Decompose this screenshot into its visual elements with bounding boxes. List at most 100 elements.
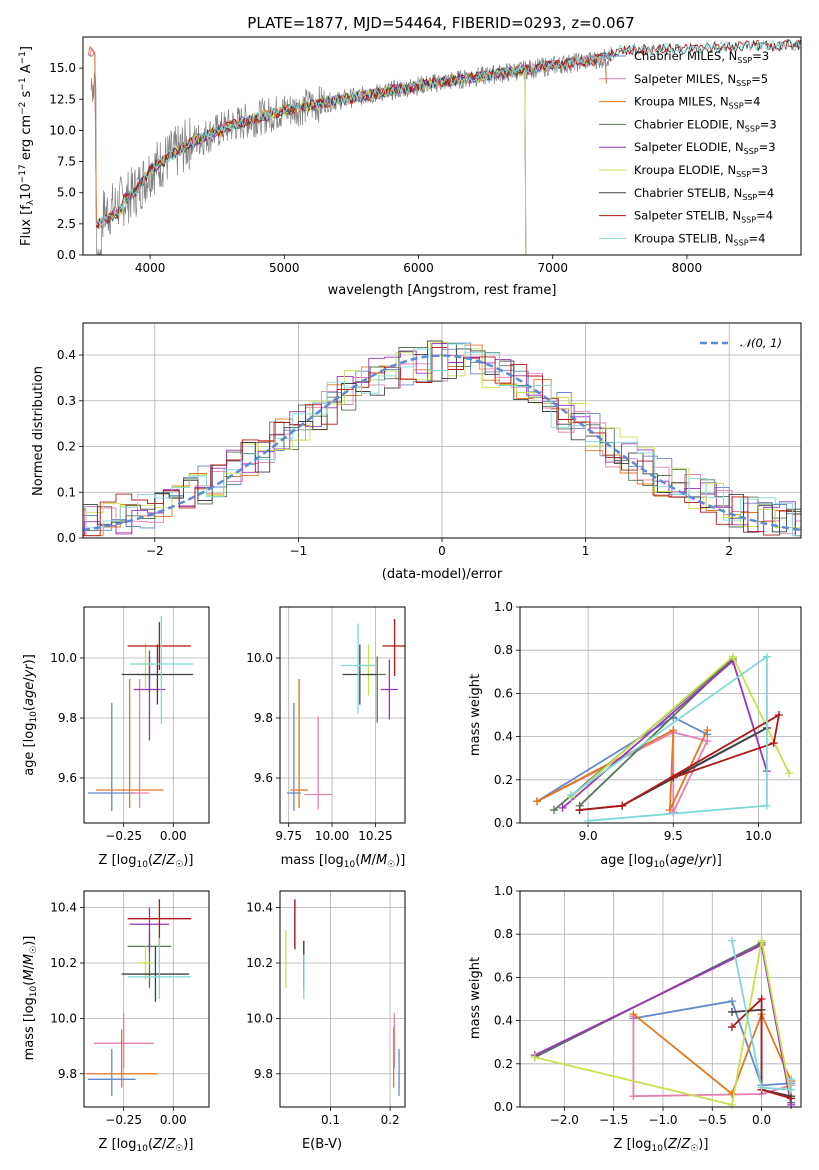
x-tick-label: 7000 [537,261,568,275]
weight-line-kroupa_elodie [534,940,792,1106]
weight-marker-kroupa_miles [665,806,674,815]
weight-marker-salpeter_stelib [774,711,783,719]
legend-label-kroupa_elodie: Kroupa ELODIE, NSSP=3 [634,163,768,179]
weight-marker-chabrier_elodie [550,806,559,815]
c-az-plot [87,616,194,811]
spectrum-legend: Chabrier MILES, NSSP=3 Salpeter MILES, NS… [599,49,777,247]
c-mz-frame [83,890,210,1108]
x-tick-label: 4000 [135,261,166,275]
legend-label-salpeter_miles: Salpeter MILES, NSSP=5 [634,72,768,88]
y-tick-label: 0.8 [494,643,513,657]
c-am-plot [286,619,405,811]
x-tick-label: 10.25 [358,829,392,843]
x-tick-label: 0 [438,544,446,558]
weight-marker-salpeter_stelib [727,1023,736,1032]
c-am-frame [279,606,406,824]
y-tick-label: 0.0 [494,1100,513,1114]
y-tick-label: 10.0 [246,651,273,665]
weight-marker-kroupa_stelib [762,801,771,810]
age-vs-mass-panel: 9.75 10.00 10.25 9.6 9.8 10.0 [246,606,406,843]
weight-line-salpeter_miles [632,1016,792,1098]
y-tick-label: 0.0 [57,531,76,545]
c-wa-frame [519,606,802,824]
weight-line-kroupa_stelib [731,940,792,1091]
x-tick-label: −1.5 [599,1113,628,1127]
y-tick-label: 9.8 [254,1067,273,1081]
mass-ebv-xlabel: E(B-V) [302,1137,342,1152]
observed-spectrum-line [90,46,614,255]
x-tick-label: 5000 [269,261,300,275]
legend-label-kroupa_stelib: Kroupa STELIB, NSSP=4 [634,231,765,247]
y-tick-label: 9.6 [254,771,273,785]
y-tick-label: 10.0 [246,1011,273,1025]
x-tick-label: 10.0 [745,829,772,843]
weight-marker-kroupa_stelib [567,790,576,799]
x-tick-label: −0.25 [105,829,142,843]
c-az-grid [84,607,209,823]
residuals-xlabel: (data-model)/error [382,567,503,582]
weight-marker-kroupa_elodie [785,769,794,778]
spectrum-ylabel: Flux [fλ10−17 erg cm−2 s−1 A−1] [18,46,36,246]
x-tick-label: 8000 [672,261,703,275]
y-tick-label: 10.2 [50,956,77,970]
weight-line-kroupa_stelib [570,654,768,822]
y-tick-label: 12.5 [49,92,76,106]
residuals-legend: 𝒩(0, 1) [700,336,782,350]
y-tick-label: 7.5 [57,155,76,169]
c-wz-ticks: −2.0 −1.5 −1.0 −0.5 0.0 0.0 0.2 0.4 0.6 0.8 1.0 [494,884,771,1127]
y-tick-label: 0.8 [494,927,513,941]
c-mz-plot [85,899,192,1096]
weight-marker-salpeter_stelib [618,801,627,810]
weight-marker-kroupa_stelib [787,1074,796,1083]
weight-marker-kroupa_stelib [584,816,593,825]
age-z-ylabel: age [log10(age/yr)] [22,654,39,776]
y-tick-label: 0.2 [57,440,76,454]
x-tick-label: −2 [146,544,164,558]
c-am-ticks: 9.75 10.00 10.25 9.6 9.8 10.0 [246,651,392,843]
weight-marker-salpeter_stelib [769,739,778,748]
x-tick-label: 2 [725,544,733,558]
spectrum-title: PLATE=1877, MJD=54464, FIBERID=0293, z=0… [247,14,634,32]
weight-marker-salpeter_stelib [787,1094,796,1103]
age-vs-metallicity-panel: −0.25 0.00 9.6 9.8 10.0 [50,606,210,843]
weight-marker-chabrier_stelib [727,1007,736,1016]
y-tick-label: 9.8 [58,711,77,725]
mass-z-ylabel: mass [log10(M/M☉)] [22,936,39,1061]
weight-z-xlabel: Z [log10(Z/Z☉)] [614,1137,709,1154]
x-tick-label: 6000 [403,261,434,275]
y-tick-label: 0.6 [494,970,513,984]
x-tick-label: −2.0 [550,1113,579,1127]
y-tick-label: 0.4 [494,1014,513,1028]
spectrum-panel: PLATE=1877, MJD=54464, FIBERID=0293, z=0… [18,14,802,298]
residual-histogram-kroupa_stelib [83,343,801,537]
legend-label-salpeter_elodie: Salpeter ELODIE, NSSP=3 [634,140,776,156]
weight-vs-age-panel: 9.0 9.5 10.0 0.0 0.2 0.4 0.6 0.8 1.0 [494,600,802,843]
legend-label-chabrier_stelib: Chabrier STELIB, NSSP=4 [634,186,774,202]
x-tick-label: −1 [290,544,308,558]
weight-marker-salpeter_miles [703,736,712,745]
weight-marker-kroupa_miles [669,726,678,735]
weight-marker-salpeter_stelib [669,773,678,782]
y-tick-label: 10.0 [50,651,77,665]
mass-vs-metallicity-panel: −0.25 0.00 9.8 10.0 10.2 10.4 [50,890,210,1127]
legend-label-salpeter_stelib: Salpeter STELIB, NSSP=4 [634,209,773,225]
y-tick-label: 0.0 [494,816,513,830]
residuals-ylabel: Normed distribution [31,366,46,496]
c-wz-frame [519,890,802,1108]
c-me-frame [279,890,406,1108]
y-tick-label: 5.0 [57,186,76,200]
weight-z-ylabel: mass weight [468,957,483,1039]
x-tick-label: 9.0 [579,829,598,843]
weight-age-xlabel: age [log10(age/yr)] [600,853,722,870]
y-tick-label: 10.2 [246,956,273,970]
c-me-plot [285,899,400,1096]
c-me-ticks: 0.1 0.2 9.8 10.0 10.2 10.4 [246,901,399,1127]
mass-vs-ebv-panel: 0.1 0.2 9.8 10.0 10.2 10.4 [246,890,406,1127]
c-az-ticks: −0.25 0.00 9.6 9.8 10.0 [50,651,186,843]
x-tick-label: 0.00 [160,829,187,843]
x-tick-label: 0.1 [321,1113,340,1127]
y-tick-label: 0.1 [57,485,76,499]
y-tick-label: 1.0 [494,884,513,898]
y-tick-label: 9.6 [58,771,77,785]
